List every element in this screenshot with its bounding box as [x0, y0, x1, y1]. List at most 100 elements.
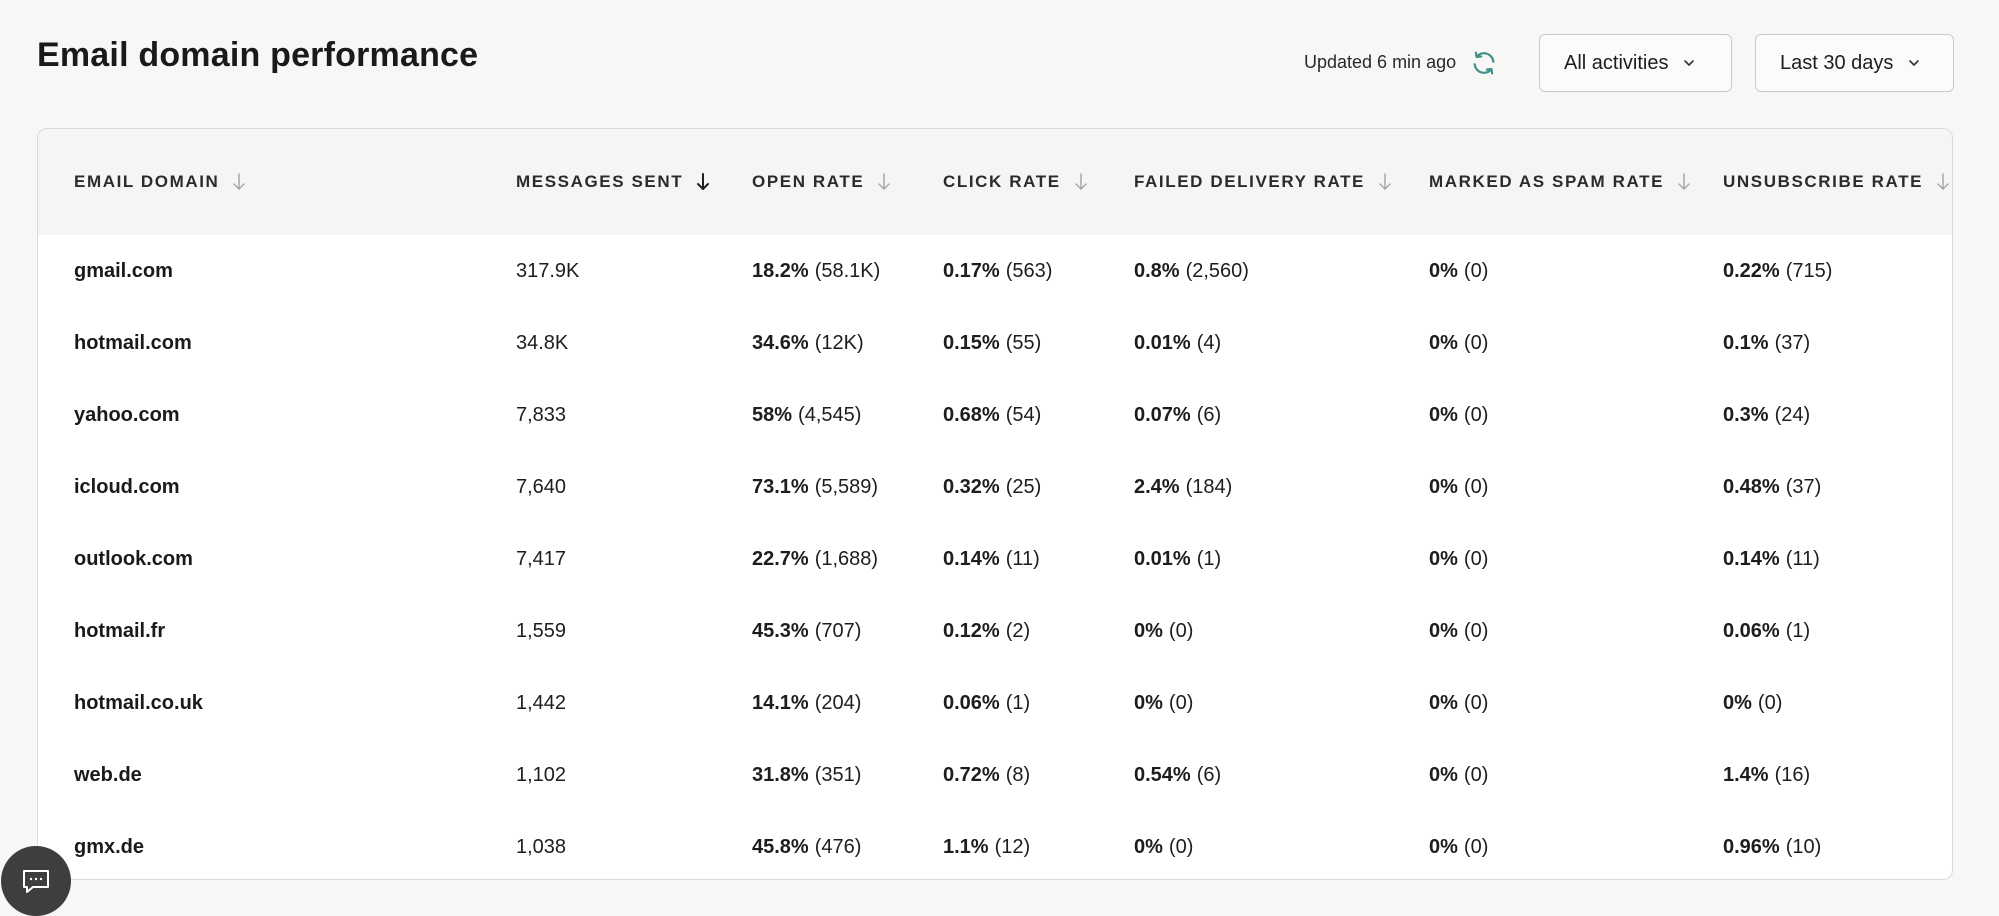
messages-sent-cell: 34.8K — [516, 331, 569, 354]
rate-value: 0% — [1429, 331, 1458, 354]
marked-as-spam-rate-cell: 0% (0) — [1429, 379, 1488, 451]
messages-sent-cell: 7,833 — [516, 403, 567, 426]
column-header-email-domain[interactable]: EMAIL DOMAIN — [74, 129, 247, 235]
rate-value: 14.1% — [752, 691, 809, 714]
activities-filter-dropdown[interactable]: All activities — [1539, 34, 1732, 92]
table-row[interactable]: hotmail.fr 1,559 45.3% (707) 0.12% (2) 0% (0) 0%… — [38, 595, 1952, 668]
count-value: (563) — [1005, 259, 1053, 282]
open-rate-cell: 45.8% (476) — [752, 811, 862, 879]
rate-value: 0% — [1134, 691, 1163, 714]
messages-sent-cell: 1,442 — [516, 691, 567, 714]
count-value: (1) — [1785, 619, 1811, 642]
count-value: (351) — [814, 763, 862, 786]
rate-value: 2.4% — [1134, 475, 1180, 498]
column-header-label: MARKED AS SPAM RATE — [1429, 172, 1665, 191]
count-value: (4,545) — [798, 403, 862, 426]
open-rate-cell: 73.1% (5,589) — [752, 451, 878, 523]
column-header-unsubscribe-rate[interactable]: UNSUBSCRIBE RATE — [1723, 129, 1951, 235]
count-value: (0) — [1168, 691, 1194, 714]
count-value: (0) — [1168, 619, 1194, 642]
unsubscribe-rate-cell: 0.22% (715) — [1723, 235, 1832, 307]
rate-value: 0.06% — [1723, 619, 1780, 642]
failed-delivery-rate-cell: 0.01% (4) — [1134, 307, 1221, 379]
updated-timestamp: Updated 6 min ago — [1304, 52, 1457, 72]
count-value: (10) — [1785, 835, 1822, 858]
column-header-failed-delivery-rate[interactable]: FAILED DELIVERY RATE — [1134, 129, 1393, 235]
open-rate-cell: 31.8% (351) — [752, 739, 861, 811]
click-rate-cell: 0.68% (54) — [943, 379, 1041, 451]
rate-value: 0.14% — [1723, 547, 1780, 570]
email-domain-cell: hotmail.co.uk — [74, 691, 203, 714]
failed-delivery-rate-cell: 0% (0) — [1134, 811, 1193, 879]
email-domain-cell: icloud.com — [74, 475, 180, 498]
rate-value: 0.48% — [1723, 475, 1780, 498]
table-row[interactable]: web.de 1,102 31.8% (351) 0.72% (8) 0.54% (6) 0%(… — [38, 739, 1952, 812]
email-domain-cell: gmx.de — [74, 835, 145, 858]
messages-sent-cell: 1,102 — [516, 763, 567, 786]
refresh-icon[interactable] — [1470, 49, 1498, 77]
marked-as-spam-rate-cell: 0% (0) — [1429, 451, 1488, 523]
table-row[interactable]: hotmail.com 34.8K 34.6% (12K) 0.15% (55) 0.01%… — [38, 307, 1952, 380]
rate-value: 0.17% — [943, 259, 1000, 282]
unsubscribe-rate-cell: 0% (0) — [1723, 667, 1782, 739]
email-domain-cell: gmail.com — [74, 259, 173, 282]
rate-value: 0% — [1429, 835, 1458, 858]
table-row[interactable]: outlook.com 7,417 22.7% (1,688) 0.14% (11) 0.0… — [38, 523, 1952, 596]
marked-as-spam-rate-cell: 0% (0) — [1429, 307, 1488, 379]
table-row[interactable]: hotmail.co.uk 1,442 14.1% (204) 0.06% (1) 0% (0… — [38, 667, 1952, 740]
click-rate-cell: 0.06% (1) — [943, 667, 1030, 739]
column-header-click-rate[interactable]: CLICK RATE — [943, 129, 1089, 235]
column-header-open-rate[interactable]: OPEN RATE — [752, 129, 892, 235]
count-value: (184) — [1185, 475, 1233, 498]
count-value: (24) — [1774, 403, 1811, 426]
count-value: (4) — [1196, 331, 1222, 354]
email-domain-cell: hotmail.com — [74, 331, 192, 354]
count-value: (0) — [1463, 259, 1489, 282]
marked-as-spam-rate-cell: 0% (0) — [1429, 739, 1488, 811]
count-value: (12K) — [814, 331, 864, 354]
click-rate-cell: 0.15% (55) — [943, 307, 1041, 379]
sort-arrow-icon — [1074, 173, 1087, 190]
rate-value: 31.8% — [752, 763, 809, 786]
open-rate-cell: 14.1% (204) — [752, 667, 861, 739]
count-value: (707) — [814, 619, 862, 642]
rate-value: 0.68% — [943, 403, 1000, 426]
click-rate-cell: 0.14% (11) — [943, 523, 1040, 595]
count-value: (476) — [814, 835, 862, 858]
column-header-marked-as-spam-rate[interactable]: MARKED AS SPAM RATE — [1429, 129, 1692, 235]
table-row[interactable]: icloud.com 7,640 73.1% (5,589) 0.32% (25) 2.4%… — [38, 451, 1952, 524]
count-value: (37) — [1774, 331, 1811, 354]
table-row[interactable]: yahoo.com 7,833 58% (4,545) 0.68% (54) 0.07% (6… — [38, 379, 1952, 452]
rate-value: 0% — [1429, 691, 1458, 714]
date-range-dropdown[interactable]: Last 30 days — [1755, 34, 1954, 92]
open-rate-cell: 34.6% (12K) — [752, 307, 864, 379]
count-value: (25) — [1005, 475, 1042, 498]
rate-value: 0.06% — [943, 691, 1000, 714]
column-header-messages-sent[interactable]: MESSAGES SENT — [516, 129, 711, 235]
click-rate-cell: 0.32% (25) — [943, 451, 1041, 523]
marked-as-spam-rate-cell: 0% (0) — [1429, 811, 1488, 879]
count-value: (58.1K) — [814, 259, 881, 282]
click-rate-cell: 1.1% (12) — [943, 811, 1030, 879]
unsubscribe-rate-cell: 0.1% (37) — [1723, 307, 1810, 379]
chevron-down-icon — [1909, 60, 1920, 66]
rate-value: 0% — [1429, 403, 1458, 426]
count-value: (55) — [1005, 331, 1042, 354]
rate-value: 0.01% — [1134, 331, 1191, 354]
count-value: (6) — [1196, 763, 1222, 786]
email-domain-cell: yahoo.com — [74, 403, 180, 426]
rate-value: 0% — [1429, 763, 1458, 786]
unsubscribe-rate-cell: 0.06% (1) — [1723, 595, 1810, 667]
open-rate-cell: 58% (4,545) — [752, 379, 861, 451]
count-value: (11) — [1785, 547, 1820, 570]
count-value: (11) — [1005, 547, 1040, 570]
count-value: (0) — [1757, 691, 1783, 714]
table-row[interactable]: gmx.de 1,038 45.8% (476) 1.1% (12) 0% (0) 0% (0) 0… — [38, 811, 1952, 879]
date-range-label: Last 30 days — [1780, 51, 1894, 74]
failed-delivery-rate-cell: 2.4% (184) — [1134, 451, 1232, 523]
count-value: (2,560) — [1185, 259, 1249, 282]
chat-button[interactable] — [1, 846, 71, 916]
count-value: (8) — [1005, 763, 1031, 786]
rate-value: 0.14% — [943, 547, 1000, 570]
table-row[interactable]: gmail.com 317.9K 18.2% (58.1K) 0.17% (563) 0.8… — [38, 235, 1952, 308]
